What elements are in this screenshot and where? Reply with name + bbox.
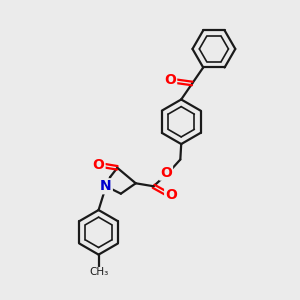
Text: O: O (164, 73, 176, 87)
Text: N: N (100, 179, 112, 193)
Text: O: O (160, 166, 172, 180)
Text: CH₃: CH₃ (89, 268, 109, 278)
Text: O: O (165, 188, 177, 202)
Text: O: O (93, 158, 104, 172)
